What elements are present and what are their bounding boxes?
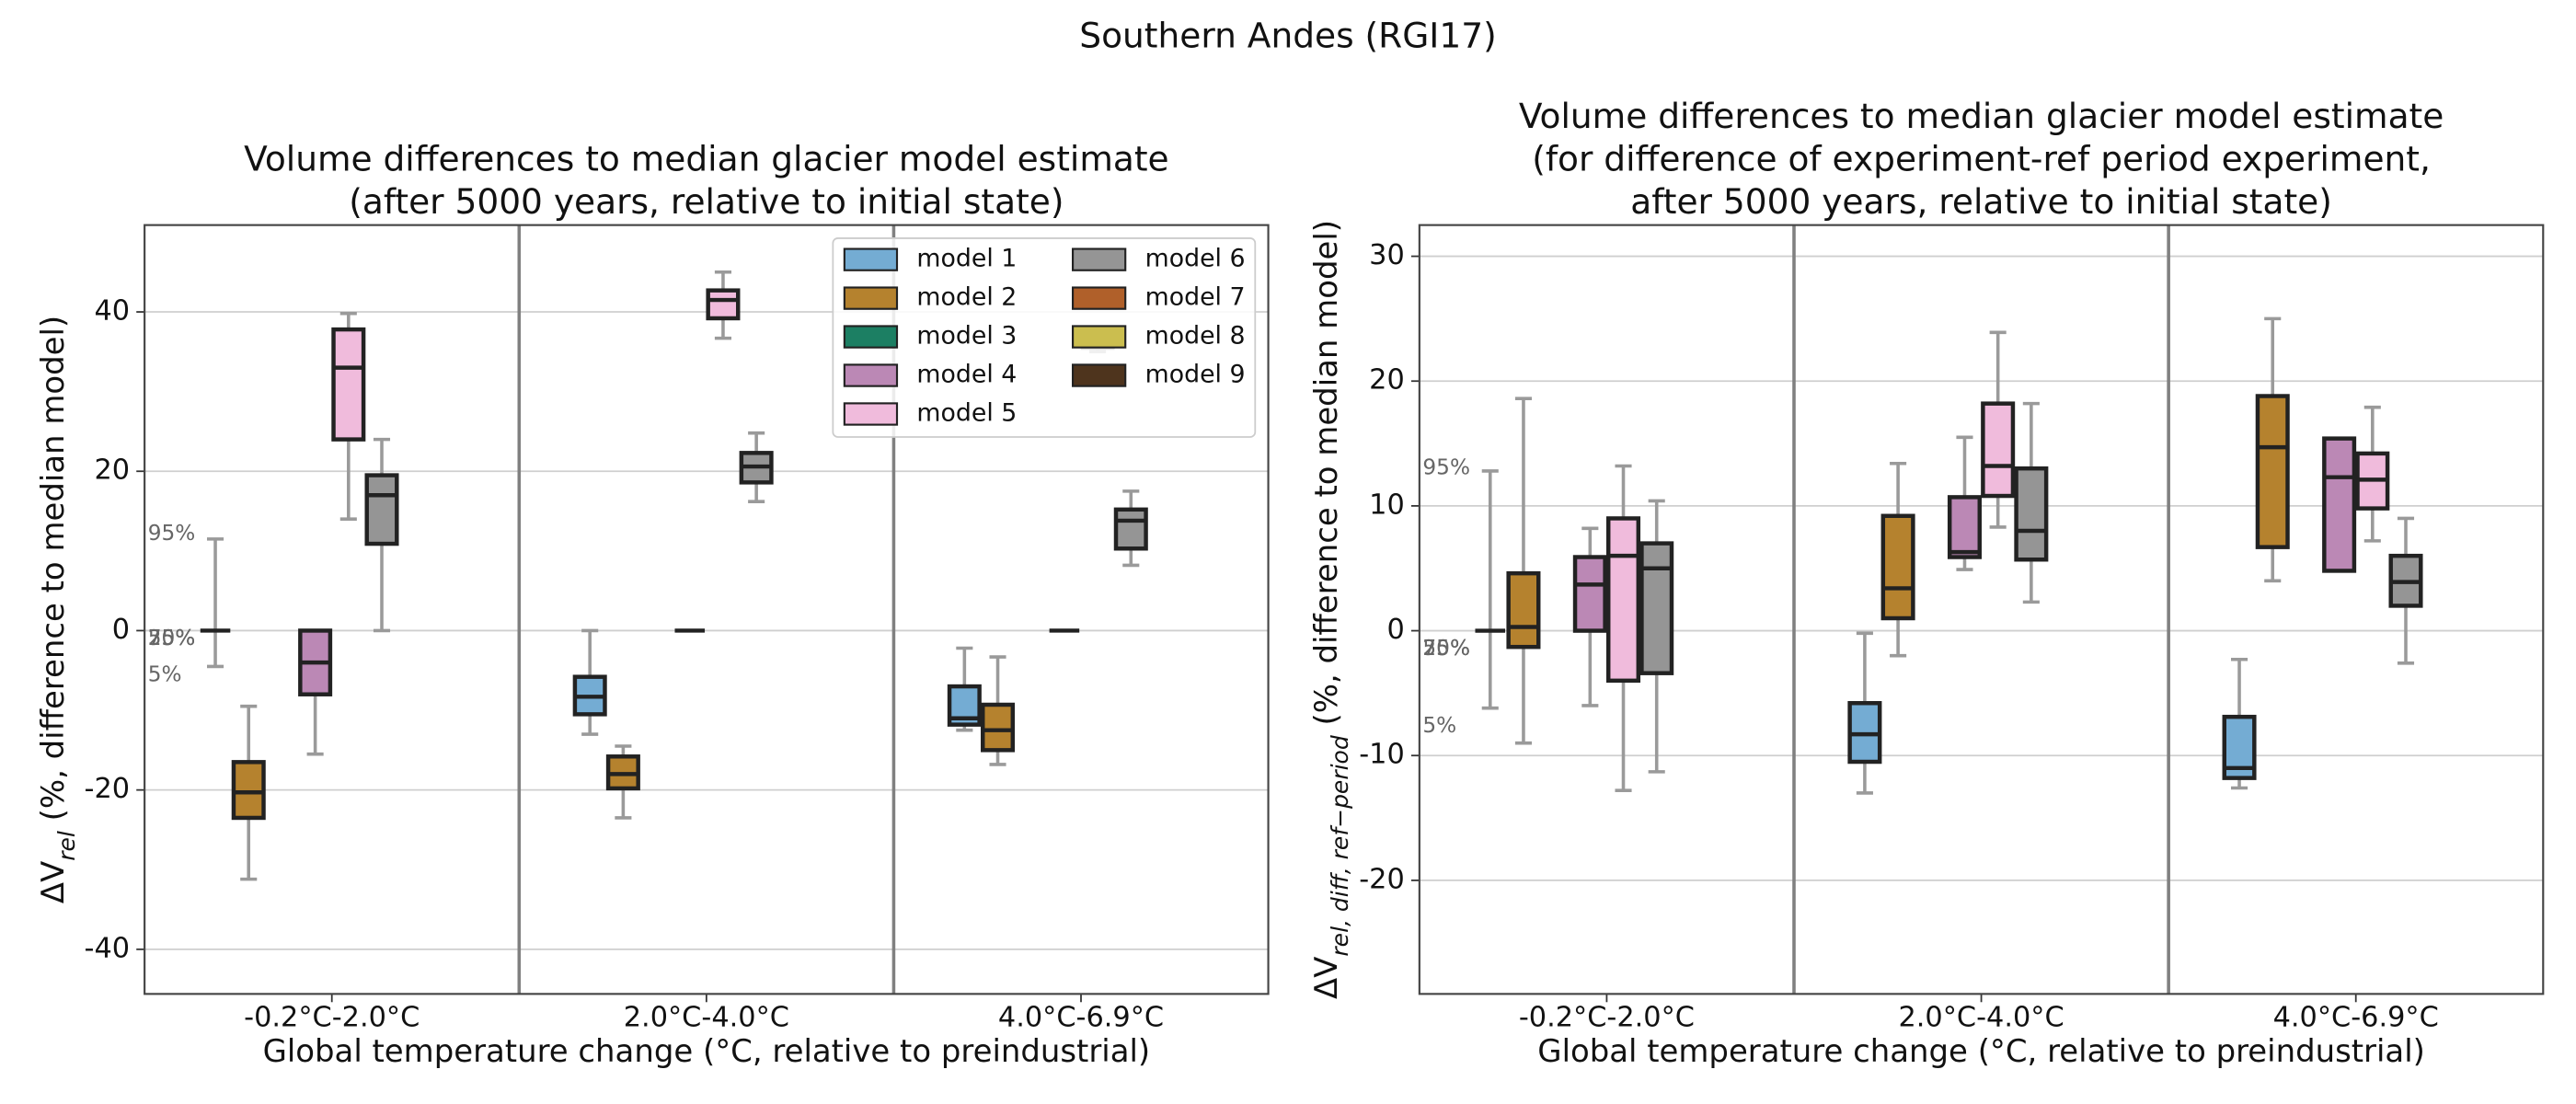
legend-label: model 1 bbox=[916, 245, 1017, 273]
box bbox=[981, 702, 1016, 753]
y-tick-label: -20 bbox=[1359, 863, 1405, 895]
box bbox=[1606, 516, 1641, 684]
box bbox=[706, 288, 741, 321]
y-tick-label: 0 bbox=[112, 614, 130, 646]
y-axis-label: ΔVrel (%, difference to median model) bbox=[34, 316, 79, 903]
box bbox=[1572, 555, 1607, 633]
x-axis-label: Global temperature change (°C, relative … bbox=[1537, 1033, 2425, 1069]
legend-swatch bbox=[1072, 286, 1127, 310]
y-axis-label-part: ΔV bbox=[34, 861, 70, 903]
x-tick-label: 4.0°C-6.9°C bbox=[998, 1002, 1164, 1034]
legend-label: model 7 bbox=[1145, 283, 1246, 312]
box bbox=[1639, 541, 1674, 675]
percentile-label: 95% bbox=[1422, 454, 1470, 479]
legend-label: model 3 bbox=[916, 322, 1017, 351]
figure-title: Southern Andes (RGI17) bbox=[1079, 16, 1496, 56]
percentile-label: 50% bbox=[148, 626, 196, 650]
y-tick-label: 0 bbox=[1386, 614, 1404, 646]
box bbox=[1880, 513, 1915, 621]
legend-swatch bbox=[1072, 247, 1127, 271]
box bbox=[231, 760, 266, 821]
legend-label: model 9 bbox=[1145, 361, 1246, 389]
box bbox=[364, 473, 399, 546]
chart-title: after 5000 years, relative to initial st… bbox=[1630, 181, 2332, 222]
box bbox=[947, 684, 982, 727]
y-axis-label-part: (%, difference to median model) bbox=[34, 316, 70, 831]
y-tick-label: 20 bbox=[1369, 364, 1405, 397]
percentile-label: 25% bbox=[1422, 636, 1470, 661]
legend-swatch bbox=[1072, 363, 1127, 387]
chart-title: Volume differences to median glacier mod… bbox=[1519, 96, 2444, 136]
box bbox=[2255, 394, 2290, 549]
x-tick-label: -0.2°C-2.0°C bbox=[244, 1002, 420, 1034]
y-tick-label: 20 bbox=[94, 454, 130, 487]
chart-title: Volume differences to median glacier mod… bbox=[244, 139, 1169, 179]
plot-frame bbox=[1418, 224, 2545, 995]
x-tick-label: 2.0°C-4.0°C bbox=[624, 1002, 789, 1034]
legend-label: model 6 bbox=[1145, 245, 1246, 273]
box bbox=[2322, 436, 2357, 573]
y-tick-label: 40 bbox=[94, 295, 130, 328]
legend-frame bbox=[832, 237, 1257, 438]
percentile-label: 95% bbox=[148, 521, 196, 546]
y-tick-label: -40 bbox=[85, 932, 131, 964]
box bbox=[1506, 570, 1541, 650]
box bbox=[331, 327, 366, 442]
legend-swatch bbox=[843, 286, 899, 310]
percentile-label: 25% bbox=[148, 626, 196, 650]
percentile-label: 5% bbox=[1422, 713, 1456, 738]
y-tick-label: 10 bbox=[1369, 489, 1405, 521]
box bbox=[1947, 495, 1982, 559]
chart-title: (for difference of experiment-ref period… bbox=[1532, 139, 2431, 179]
percentile-label: 75% bbox=[1422, 636, 1470, 661]
percentile-label: 5% bbox=[148, 661, 182, 686]
legend-swatch bbox=[843, 402, 899, 426]
y-axis-label-part: ΔV bbox=[1307, 957, 1343, 999]
y-axis-label-part: rel bbox=[52, 831, 79, 861]
x-tick-label: 2.0°C-4.0°C bbox=[1898, 1002, 2064, 1034]
legend-label: model 2 bbox=[916, 283, 1017, 312]
percentile-label: 50% bbox=[1422, 636, 1470, 661]
box bbox=[1981, 401, 2016, 499]
y-tick-label: -10 bbox=[1359, 739, 1405, 771]
box bbox=[1113, 507, 1148, 551]
legend-swatch bbox=[843, 247, 899, 271]
x-tick-label: -0.2°C-2.0°C bbox=[1519, 1002, 1695, 1034]
box bbox=[2014, 466, 2049, 562]
legend-label: model 4 bbox=[916, 361, 1017, 389]
y-axis-label-part: (%, difference to median model) bbox=[1307, 220, 1343, 735]
y-tick-label: -20 bbox=[85, 773, 131, 805]
y-tick-label: 30 bbox=[1369, 239, 1405, 271]
plot-frame bbox=[144, 224, 1270, 995]
legend-swatch bbox=[1072, 325, 1127, 349]
legend-swatch bbox=[843, 325, 899, 349]
legend-label: model 5 bbox=[916, 399, 1017, 428]
x-tick-label: 4.0°C-6.9°C bbox=[2273, 1002, 2439, 1034]
x-axis-label: Global temperature change (°C, relative … bbox=[263, 1033, 1151, 1069]
y-axis-label: ΔVrel, diff, ref−period (%, difference t… bbox=[1307, 220, 1352, 999]
chart-title: (after 5000 years, relative to initial s… bbox=[349, 181, 1064, 222]
legend-label: model 8 bbox=[1145, 322, 1246, 351]
legend-swatch bbox=[843, 363, 899, 387]
y-axis-label-part: rel, diff, ref−period bbox=[1326, 735, 1352, 956]
percentile-label: 75% bbox=[148, 626, 196, 650]
